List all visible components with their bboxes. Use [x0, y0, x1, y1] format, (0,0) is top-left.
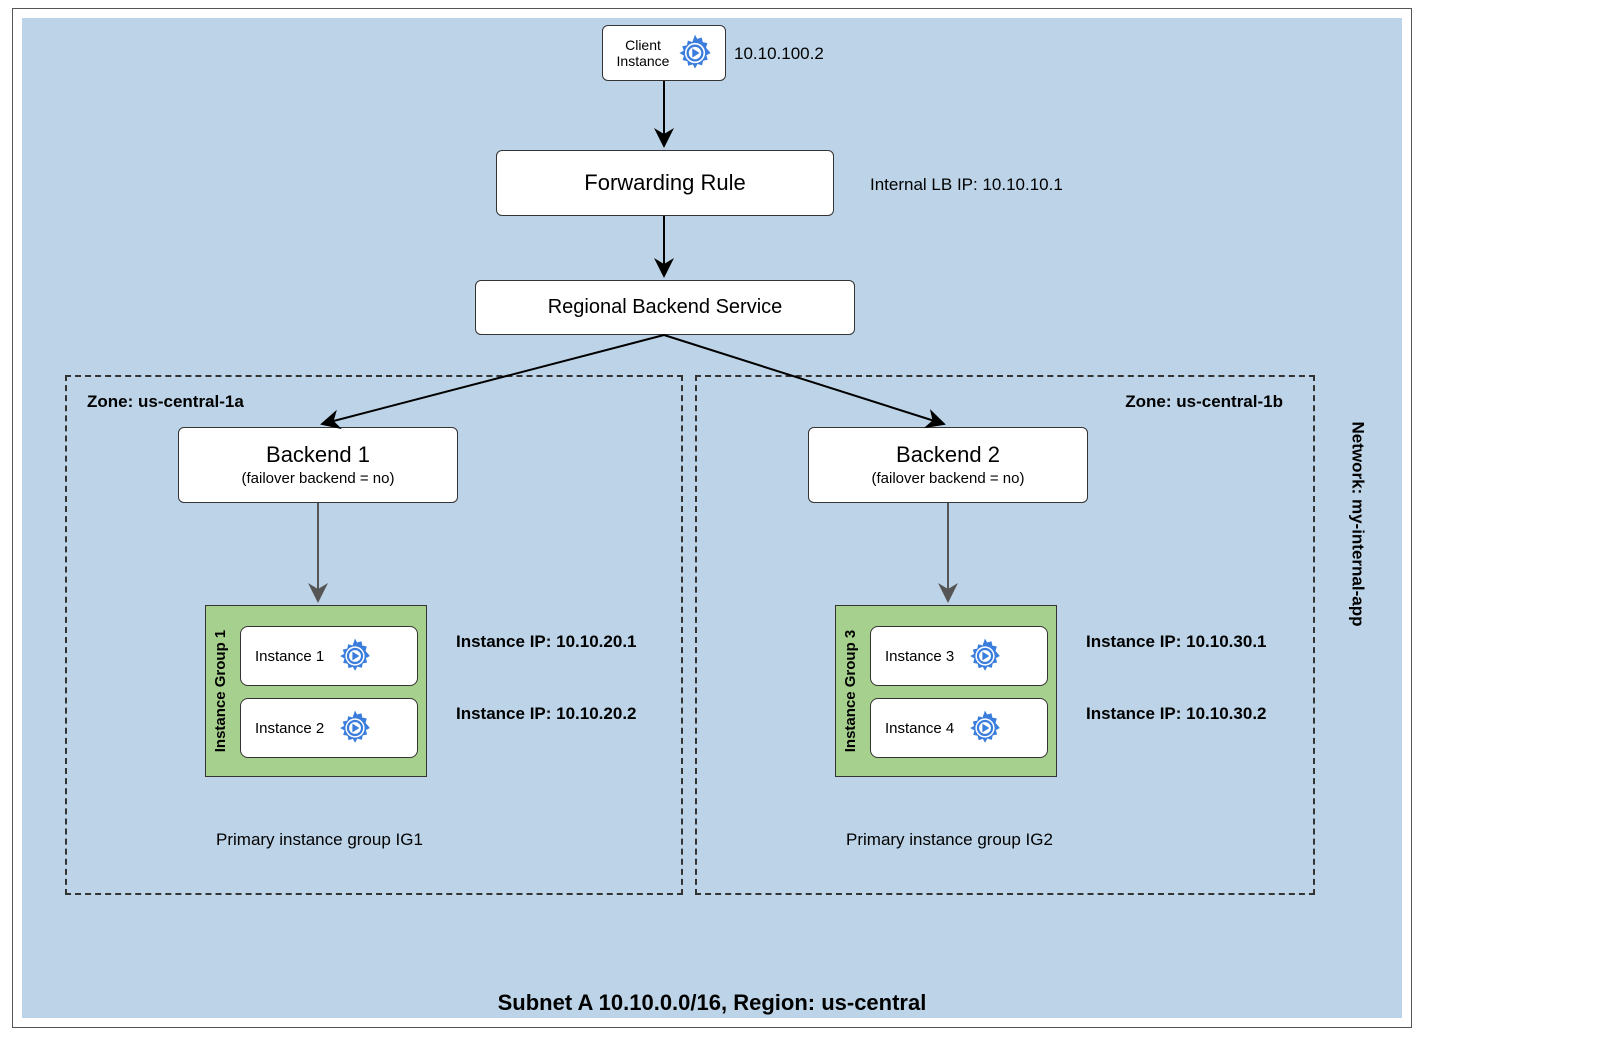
- instance-2-label: Instance 2: [255, 720, 324, 737]
- instance-4: Instance 4: [870, 698, 1048, 758]
- backend-1-title: Backend 1: [266, 443, 370, 467]
- forwarding-rule-node: Forwarding Rule: [496, 150, 834, 216]
- instance-group-1: Instance Group 1 Instance 1 Instance 2: [205, 605, 427, 777]
- backend-1-node: Backend 1 (failover backend = no): [178, 427, 458, 503]
- instance-3-label: Instance 3: [885, 648, 954, 665]
- gear-icon: [673, 31, 717, 75]
- diagram-canvas: Network: my-internal-app ClientInstance …: [0, 0, 1600, 1048]
- internal-lb-ip-label: Internal LB IP: 10.10.10.1: [870, 175, 1063, 195]
- client-ip-label: 10.10.100.2: [734, 44, 824, 64]
- instance-2-ip: Instance IP: 10.10.20.2: [456, 704, 637, 724]
- network-label: Network: my-internal-app: [1348, 422, 1368, 627]
- backend-2-sub: (failover backend = no): [871, 470, 1024, 487]
- gear-icon: [964, 635, 1006, 677]
- gear-icon: [964, 707, 1006, 749]
- gear-icon: [334, 635, 376, 677]
- instance-group-2-title: Instance Group 3: [842, 630, 859, 753]
- instance-group-2: Instance Group 3 Instance 3 Instance 4: [835, 605, 1057, 777]
- ig1-caption: Primary instance group IG1: [216, 830, 423, 850]
- instance-1-ip: Instance IP: 10.10.20.1: [456, 632, 637, 652]
- instance-2: Instance 2: [240, 698, 418, 758]
- instance-3: Instance 3: [870, 626, 1048, 686]
- forwarding-rule-label: Forwarding Rule: [584, 170, 745, 196]
- backend-service-label: Regional Backend Service: [548, 296, 783, 319]
- gear-icon: [334, 707, 376, 749]
- backend-2-node: Backend 2 (failover backend = no): [808, 427, 1088, 503]
- instance-group-1-title: Instance Group 1: [212, 630, 229, 753]
- instance-1-label: Instance 1: [255, 648, 324, 665]
- backend-service-node: Regional Backend Service: [475, 280, 855, 335]
- backend-1-sub: (failover backend = no): [241, 470, 394, 487]
- zone-1-label: Zone: us-central-1a: [87, 392, 244, 412]
- subnet-label: Subnet A 10.10.0.0/16, Region: us-centra…: [0, 990, 1424, 1016]
- backend-2-title: Backend 2: [896, 443, 1000, 467]
- ig2-caption: Primary instance group IG2: [846, 830, 1053, 850]
- instance-1: Instance 1: [240, 626, 418, 686]
- zone-2-label: Zone: us-central-1b: [1125, 392, 1283, 412]
- client-label: ClientInstance: [617, 37, 670, 69]
- instance-4-ip: Instance IP: 10.10.30.2: [1086, 704, 1267, 724]
- instance-3-ip: Instance IP: 10.10.30.1: [1086, 632, 1267, 652]
- client-instance-node: ClientInstance: [602, 25, 726, 81]
- instance-4-label: Instance 4: [885, 720, 954, 737]
